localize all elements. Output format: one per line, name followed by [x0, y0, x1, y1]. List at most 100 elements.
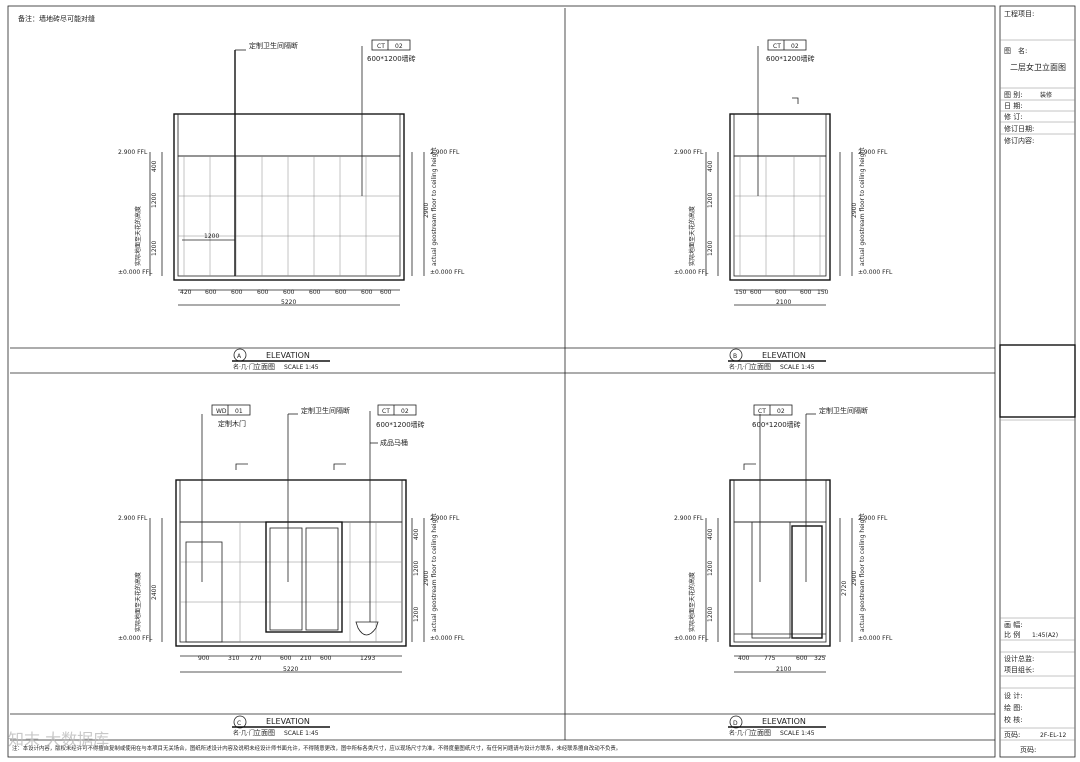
- vdim-c-0: 400: [413, 528, 420, 540]
- hand-b: 名·几·门: [729, 363, 751, 371]
- hdim-c-3: 600: [280, 655, 292, 662]
- date-label: 日 期:: [1004, 102, 1023, 110]
- partition-panel-d: [751, 521, 791, 639]
- vdim-b-0: 400: [707, 160, 714, 172]
- ceiling-level-d-r: 2.900 FFL: [858, 515, 888, 522]
- total-c: 5220: [283, 666, 298, 673]
- draw-label: 绘 图:: [1004, 703, 1023, 712]
- hdim-d-2: 600: [796, 655, 808, 662]
- floor-level-c-r: ±0.000 FFL: [430, 635, 465, 642]
- total-d: 2100: [776, 666, 791, 673]
- watermark: 知末 大数据库: [8, 730, 109, 749]
- height-note-c: 实际地面至天花的高度: [134, 572, 142, 632]
- vdim-c-1: 1200: [413, 561, 420, 576]
- hand-c: 名·几·门: [233, 729, 255, 737]
- tile-no-d: 02: [777, 408, 785, 415]
- ceiling-level-c: 2.900 FFL: [118, 515, 148, 522]
- drawing-name-label: 图 名:: [1004, 46, 1027, 55]
- page-label: 页码:: [1004, 731, 1020, 739]
- floor-level-a-r: ±0.000 FFL: [430, 269, 465, 276]
- height-note-en-d: actual geostream floor to ceiling height: [859, 513, 866, 632]
- scale-d: SCALE 1:45: [780, 730, 815, 737]
- ceiling-level-b-r: 2.900 FFL: [858, 149, 888, 156]
- elevation-title-c: ELEVATION: [266, 717, 310, 726]
- door-no: 01: [235, 408, 243, 415]
- vdim-c-2: 1200: [413, 607, 420, 622]
- vdim-d-0: 400: [707, 528, 714, 540]
- tile-text-a: 600*1200墙砖: [367, 54, 416, 63]
- hdim-a-8: 600: [380, 289, 392, 296]
- hdim-c-6: 1293: [360, 655, 375, 662]
- check-label: 校 核:: [1004, 715, 1023, 724]
- top-note: 备注：墙地砖尽可能对缝: [18, 14, 95, 23]
- scale-c: SCALE 1:45: [284, 730, 319, 737]
- pm-label: 项目组长:: [1004, 665, 1034, 674]
- hdim-b-2: 600: [775, 289, 787, 296]
- height-note-en-c: actual geostream floor to ceiling height: [431, 513, 438, 632]
- hdim-c-4: 210: [300, 655, 312, 662]
- vdim-a-2: 1200: [151, 241, 158, 256]
- project-label: 工程项目:: [1004, 9, 1034, 18]
- door-h-d: 2720: [841, 581, 848, 596]
- hdim-a-6: 600: [335, 289, 347, 296]
- vtotal-d: 2900: [851, 571, 858, 586]
- floor-level-b: ±0.000 FFL: [674, 269, 709, 276]
- ceiling-level-a: 2.900 FFL: [118, 149, 148, 156]
- tile-tag-b: CT: [773, 43, 781, 50]
- vdim-b-2: 1200: [707, 241, 714, 256]
- drawing-name: 二层女卫立面图: [1010, 62, 1066, 72]
- hdim-a-5: 600: [309, 289, 321, 296]
- hdim-c-5: 600: [320, 655, 332, 662]
- hdim-b-4: 150: [817, 289, 829, 296]
- hdim-b-0: 150: [735, 289, 747, 296]
- hdim-a-4: 600: [283, 289, 295, 296]
- hdim-d-1: 775: [764, 655, 776, 662]
- elevation-title-a: ELEVATION: [266, 351, 310, 360]
- elevation-title-b: ELEVATION: [762, 351, 806, 360]
- door-text: 定制木门: [218, 419, 246, 428]
- floor-level-d: ±0.000 FFL: [674, 635, 709, 642]
- wood-door: [185, 541, 223, 643]
- floor-level-c: ±0.000 FFL: [118, 635, 153, 642]
- tile-text-b: 600*1200墙砖: [766, 54, 815, 63]
- title-block: 工程项目: 图 名: 二层女卫立面图 图 别: 装修 日 期: 修 订: 修订日…: [999, 5, 1076, 758]
- drawing-no-label: 图 别:: [1004, 90, 1023, 99]
- elevation-c: WD 01 定制木门 定制卫生间隔断 CT 02 600*1200墙砖 成品马桶…: [118, 404, 465, 737]
- elevation-a: 1200 定制卫生间隔断 CT 02 600*1200墙砖 2.900 FFL …: [118, 39, 465, 371]
- hand-d: 名·几·门: [729, 729, 751, 737]
- ceiling-level-a-r: 2.900 FFL: [430, 149, 460, 156]
- toilet: [355, 621, 379, 636]
- height-note-a: 实际地面至天花的高度: [134, 206, 142, 266]
- elevation-sub-a: 立面图: [254, 362, 275, 371]
- revision-label: 修 订:: [1004, 112, 1023, 121]
- total-a: 5220: [281, 299, 296, 306]
- vdim-b-1: 1200: [707, 193, 714, 208]
- elevation-b: CT 02 600*1200墙砖 2.900 FFL ±0.000 FFL 实际…: [674, 39, 893, 371]
- elevation-sub-d: 立面图: [750, 728, 771, 737]
- partition-label-c: 定制卫生间隔断: [301, 406, 350, 415]
- door-tag: WD: [216, 408, 227, 415]
- hdim-d-3: 325: [814, 655, 826, 662]
- elevation-id-d: D: [733, 720, 738, 727]
- hdim-c-2: 270: [250, 655, 262, 662]
- revision-content-label: 修订内容:: [1004, 136, 1034, 145]
- tile-tag-c: CT: [382, 408, 390, 415]
- vtotal-c: 2900: [423, 571, 430, 586]
- elevation-id-b: B: [733, 353, 737, 360]
- toilet-partition: [265, 521, 343, 633]
- floor-level-d-r: ±0.000 FFL: [858, 635, 893, 642]
- drawing-no-value: 装修: [1040, 91, 1052, 99]
- revision-date-label: 修订日期:: [1004, 124, 1034, 133]
- tile-no-b: 02: [791, 43, 799, 50]
- vdim-a-0: 400: [151, 160, 158, 172]
- hdim-c-1: 310: [228, 655, 240, 662]
- height-note-en-a: actual geostream floor to ceiling height: [431, 147, 438, 266]
- design-label: 设 计:: [1004, 691, 1023, 700]
- elevation-sub-b: 立面图: [750, 362, 771, 371]
- hdim-b-1: 600: [750, 289, 762, 296]
- outer-frame: [7, 5, 996, 758]
- tile-no-a: 02: [395, 43, 403, 50]
- tile-tag-d: CT: [758, 408, 766, 415]
- vdim-a-1: 1200: [151, 193, 158, 208]
